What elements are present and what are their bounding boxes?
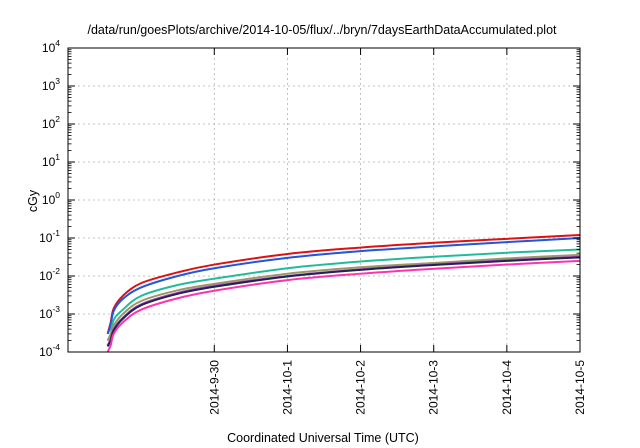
y-tick-label: 10-3 — [39, 304, 60, 321]
series-line-1 — [106, 233, 581, 335]
y-tick-label: 103 — [42, 76, 60, 93]
x-tick-label: 2014-10-3 — [427, 360, 441, 415]
series-line-2 — [106, 237, 581, 335]
x-tick-label: 2014-10-4 — [500, 360, 514, 415]
grid — [68, 48, 580, 352]
y-tick-label: 104 — [42, 38, 60, 55]
series-line-7 — [106, 259, 581, 353]
series-line-5 — [106, 255, 581, 346]
y-axis-label: cGy — [26, 189, 40, 212]
y-tick-label: 100 — [42, 190, 60, 207]
y-tick-label: 10-2 — [39, 266, 60, 283]
x-tick-label: 2014-9-30 — [207, 360, 221, 415]
x-tick-label: 2014-10-1 — [280, 360, 294, 415]
y-tick-label: 101 — [42, 152, 60, 169]
series-line-6 — [106, 256, 581, 347]
ticks: 10-4 10-3 10-2 10-1 100 101 102 103 104 2014-9-30… — [39, 38, 587, 415]
series-line-4 — [106, 253, 581, 341]
chart-title: /data/run/goesPlots/archive/2014-10-05/f… — [87, 23, 557, 37]
x-tick-label: 2014-10-2 — [354, 360, 368, 415]
y-tick-label: 10-4 — [39, 342, 60, 359]
series-layer — [106, 233, 581, 353]
x-tick-label: 2014-10-5 — [573, 360, 587, 415]
y-tick-label: 102 — [42, 114, 60, 131]
y-tick-label: 10-1 — [39, 228, 60, 245]
x-axis-label: Coordinated Universal Time (UTC) — [227, 431, 419, 445]
series-line-3 — [106, 248, 581, 342]
